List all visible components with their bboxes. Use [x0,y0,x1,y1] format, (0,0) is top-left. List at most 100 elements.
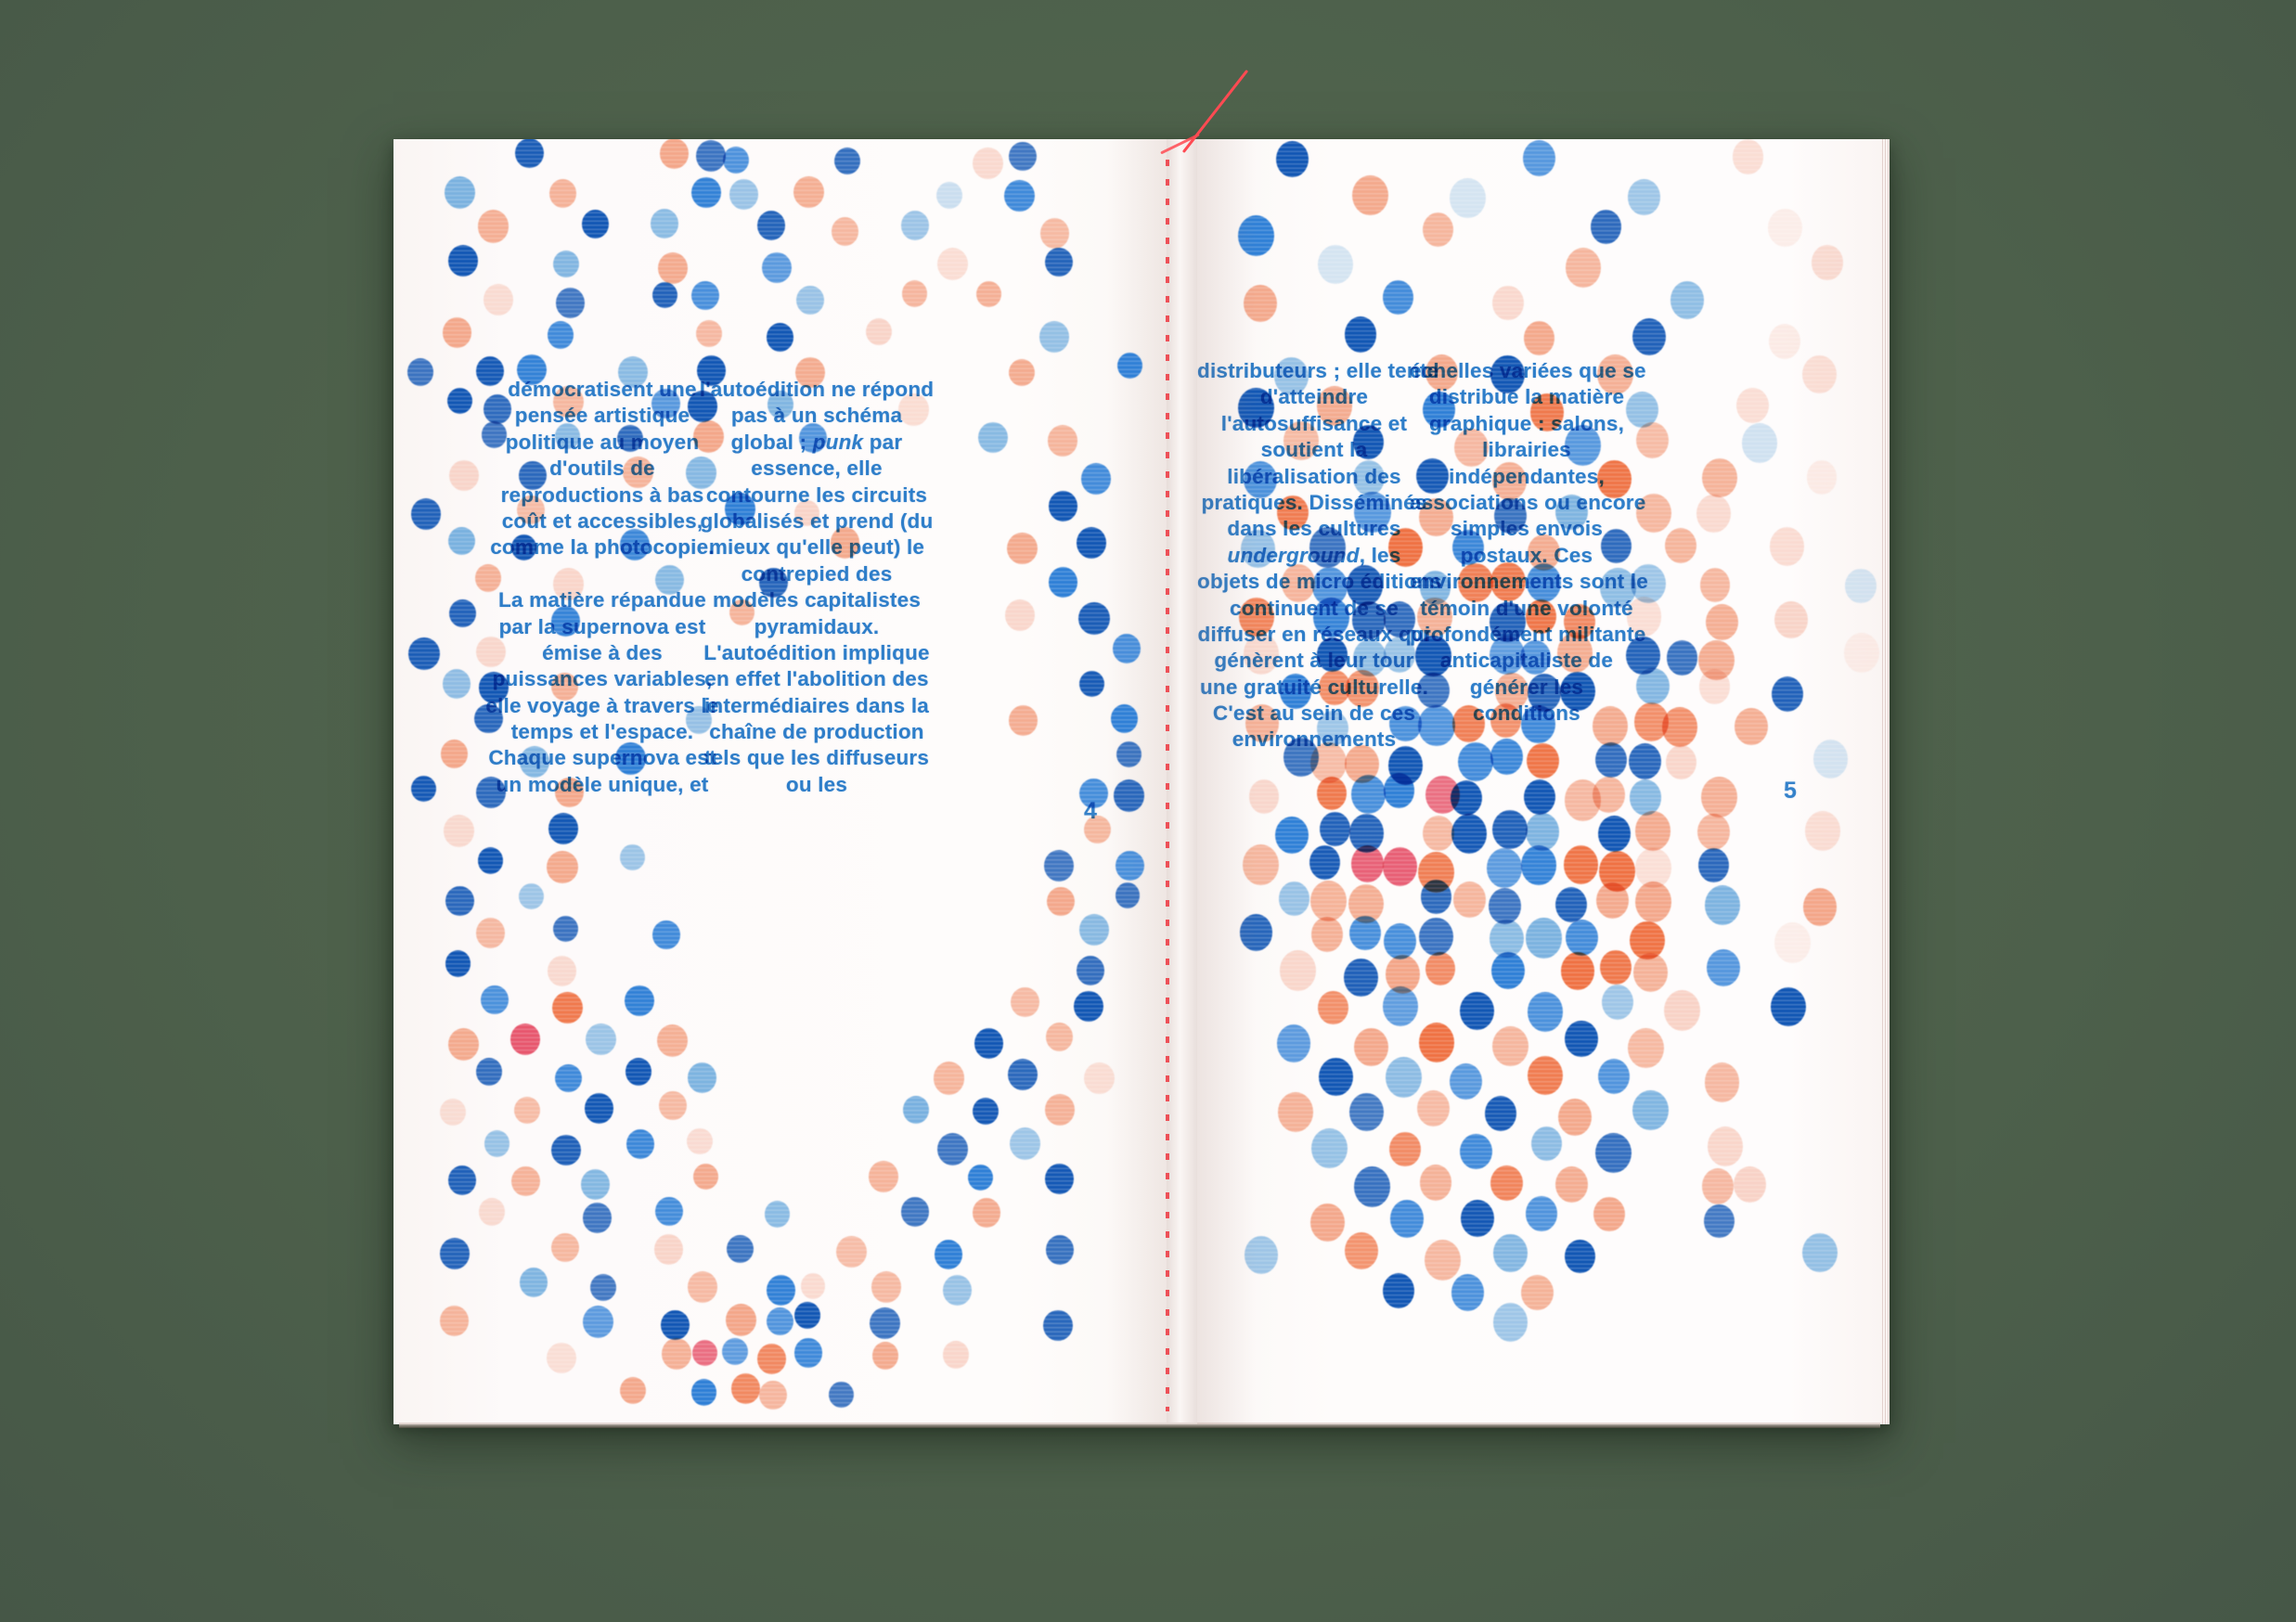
dark-blue-dot [900,1197,929,1227]
salmon-dot [1665,528,1697,564]
salmon-dot [1417,598,1452,637]
light-blue-dot [686,457,716,489]
dark-blue-dot [1559,672,1595,712]
pale-pink-dot [1732,139,1764,174]
pale-pink-dot [1707,1126,1743,1166]
dark-blue-dot [511,534,536,561]
light-blue-dot [1628,178,1660,215]
salmon-dot [553,386,585,418]
mid-blue-dot [1280,673,1311,709]
pale-pink-dot [1774,600,1809,639]
mid-blue-dot [799,422,828,453]
salmon-dot [1425,354,1458,392]
text-line: modèles capitalistes [712,588,922,612]
dark-blue-dot [1459,991,1495,1031]
dark-blue-dot [1276,141,1309,177]
salmon-dot [1045,1022,1074,1051]
orange-dot [1662,707,1698,747]
dark-blue-dot [1043,849,1074,882]
mid-blue-dot [1489,635,1525,676]
dark-blue-dot [696,140,727,172]
mid-blue-dot [767,1275,796,1306]
text-line: simples envois [1450,517,1604,541]
mid-blue-dot [1238,215,1275,256]
light-blue-dot [1244,1235,1279,1274]
dark-blue-dot [1074,990,1103,1022]
mid-blue-dot [652,920,680,950]
pale-blue-dot [1742,423,1777,463]
dark-blue-dot [1046,1235,1075,1265]
dark-blue-dot [1595,1132,1632,1174]
crimson-dot [691,1339,717,1367]
dark-blue-dot [440,1238,471,1269]
dark-blue-dot [833,147,860,175]
light-blue-dot [1526,918,1562,959]
text-line: générer les [1469,675,1584,699]
ghost-pink-dot [1843,632,1880,673]
dark-blue-dot [551,1134,581,1166]
dark-blue-dot [408,637,440,670]
light-blue-dot [1530,1126,1563,1162]
light-blue-dot [445,175,476,209]
mid-blue-dot [1423,392,1455,428]
mid-blue-dot [1116,352,1142,380]
salmon-dot [554,777,585,808]
salmon-dot [513,1097,540,1125]
light-blue-dot [1278,882,1309,916]
light-blue-dot [688,1062,717,1093]
dark-blue-dot [410,497,442,530]
salmon-dot [1628,1027,1665,1069]
text-line: environnements [1232,727,1397,752]
pale-pink-dot [553,568,584,600]
light-blue-dot [519,1268,548,1297]
dark-blue-dot [1417,672,1450,708]
light-blue-dot [1704,885,1740,926]
page-left: démocratisent une pensée artistique politi… [393,139,1167,1424]
text-line: conditions [1473,702,1580,726]
pale-pink-dot [1004,599,1035,632]
mid-blue-dot [721,1337,748,1365]
text-line: graphique : salons, [1428,411,1625,435]
dark-blue-dot [475,356,505,387]
salmon-dot [830,527,860,559]
salmon-dot [1009,358,1036,387]
dark-blue-dot [475,776,507,808]
dark-blue-dot [617,425,644,453]
pale-pink-dot [1804,810,1841,851]
pale-pink-dot [1626,597,1662,637]
salmon-dot [1046,886,1075,917]
mid-blue-dot [655,1196,684,1227]
text-line: dans les cultures [1227,517,1401,541]
dark-blue-dot [1007,1058,1038,1090]
salmon-dot [1419,498,1453,537]
salmon-dot [447,1028,479,1061]
mid-blue-dot [1418,705,1455,746]
light-blue-dot [1386,1056,1423,1098]
salmon-dot [1700,777,1737,818]
orange-dot [1458,562,1494,603]
light-blue-dot [651,209,679,239]
orange-dot [1526,599,1557,635]
mid-blue-dot [517,354,547,386]
salmon-dot [836,1235,867,1268]
pale-blue-dot [1845,568,1877,604]
text-line: L'autoédition implique [703,640,930,664]
text-line: elle voyage à travers le [485,693,719,717]
text-line: contourne les circuits [705,483,928,507]
text-column-right-1: distributeurs ; elle tente d'atteindre l'a… [1197,358,1441,753]
salmon-dot [1521,1274,1554,1311]
text-line: intermédiaires dans la [703,693,929,717]
orange-dot [551,991,583,1024]
salmon-dot [868,1161,898,1192]
pale-pink-dot [794,499,820,527]
dark-blue-dot [1555,887,1588,923]
text-line: environnements sont le [1410,570,1648,594]
text-line: indépendantes, [1449,464,1605,488]
mid-blue-dot [548,321,574,349]
dark-blue-dot [759,568,789,599]
dark-blue-dot [1598,816,1631,852]
dark-blue-dot [582,1202,613,1233]
pale-pink-dot [1635,847,1671,888]
dark-blue-dot [584,1093,614,1125]
orange-dot [1597,460,1632,498]
